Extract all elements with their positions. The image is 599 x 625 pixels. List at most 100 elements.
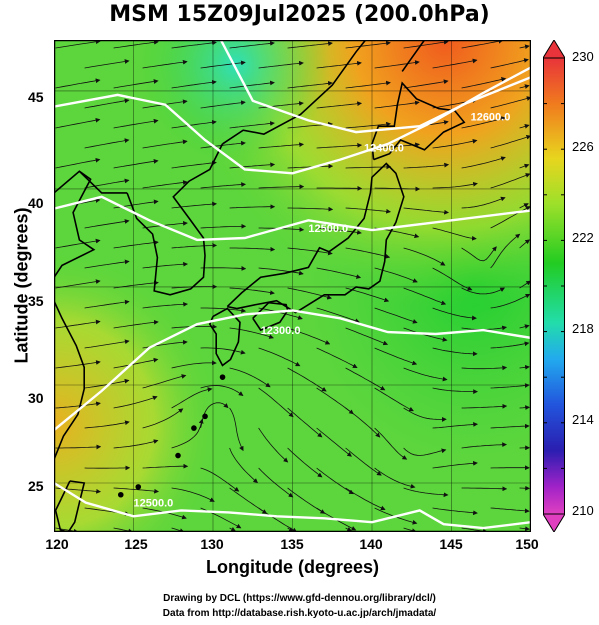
streamline-108 [55,279,101,289]
streamline-114 [403,287,447,305]
colorbar-label-218: 218 [572,321,594,336]
island-1 [191,425,197,431]
streamline-194 [374,467,416,489]
streamline-116 [519,280,531,289]
streamline-38 [171,119,217,129]
streamline-93 [229,246,276,252]
streamline-111 [229,287,275,295]
streamline-220 [287,527,294,532]
streamline-124 [490,293,531,309]
streamline-95 [345,247,391,259]
streamline-112 [287,287,332,300]
streamline-120 [258,307,303,320]
streamline-175 [316,427,352,457]
streamline-134 [519,324,530,329]
streamline-184 [287,447,323,478]
streamline-30 [258,101,304,109]
streamline-150 [403,367,448,382]
streamline-153 [84,378,130,389]
colorbar-label-214: 214 [572,412,594,427]
streamline-99 [84,259,130,269]
streamline-169 [461,403,508,409]
contour-12600-label: 12600.0 [471,111,511,123]
streamline-156 [258,387,294,418]
streamline-205 [461,486,508,492]
x-tick-140: 140 [359,536,383,552]
streamline-52 [490,134,531,149]
colorbar-label-226: 226 [572,139,594,154]
x-tick-125: 125 [124,536,148,552]
taiwan-coast [54,480,86,532]
colorbar-label-210: 210 [572,503,594,518]
streamline-152 [519,364,530,370]
colorbar [543,40,565,532]
streamline-47 [200,140,246,149]
streamline-103 [316,267,362,279]
streamline-166 [287,407,323,438]
streamline-186 [403,447,447,456]
streamline-55 [113,159,159,169]
streamline-25 [461,77,507,89]
streamline-18 [55,78,101,89]
contour-12300 [54,309,531,432]
y-tick-35: 35 [28,293,44,309]
streamline-88 [490,206,531,229]
credit-drawing: Drawing by DCL (https://www.gfd-dennou.o… [163,593,436,604]
streamline-105 [432,267,473,291]
streamline-181 [113,439,159,449]
streamline-151 [461,365,508,371]
contour-12400 [219,40,531,134]
streamline-102 [258,267,304,276]
streamline-158 [374,387,414,412]
streamline-167 [345,407,381,438]
streamline-180 [55,444,102,450]
colorbar-top-arrow [543,40,565,59]
colorbar-label-230: 230 [572,49,594,64]
credit-data: Data from http://database.rish.kyoto-u.a… [162,608,437,619]
streamline-48 [258,142,304,149]
streamline-26 [519,84,530,89]
streamline-137 [200,347,246,355]
streamline-87 [432,227,477,241]
russia-coast [222,40,367,145]
streamline-19 [113,79,159,89]
streamline-142 [490,341,530,349]
streamline-81 [84,219,130,229]
kyushu-coast [208,307,241,367]
island-3 [117,491,124,498]
streamline-60 [403,162,450,169]
streamline-129 [229,327,274,339]
streamline-70 [490,173,531,189]
hokkaido-coast [371,81,466,161]
streamline-200 [171,487,215,502]
streamline-80 [519,203,529,209]
contour-12500-label: 12500.0 [308,223,348,235]
streamline-219 [229,527,237,532]
streamline-140 [374,347,418,366]
streamline-5 [345,40,391,49]
streamline-178 [490,423,530,429]
streamline-49 [316,142,363,149]
streamline-162 [55,401,101,409]
height-contours [54,40,531,530]
streamline-36 [55,117,101,129]
streamline-8 [519,44,530,50]
streamline-34 [490,96,531,109]
map-plot: 12600.0 12400.0 12500.0 12300.0 12500.0 [54,40,531,532]
streamline-135 [84,339,130,349]
coastlines [54,40,466,532]
colorbar-ticks [543,57,565,515]
x-axis-label: Longitude (degrees) [205,557,379,577]
streamline-64 [142,180,188,189]
streamline-193 [316,467,354,495]
streamline-51 [432,138,478,149]
x-tick-145: 145 [439,536,463,552]
streamline-131 [345,327,389,346]
contour-labels: 12600.0 12400.0 12500.0 12300.0 12500.0 [134,111,511,509]
streamline-23 [345,80,391,89]
streamline-43 [461,116,506,129]
streamline-187 [461,442,507,449]
streamline-118 [142,301,188,309]
streamline-69 [432,181,478,189]
streamline-0 [55,40,101,49]
